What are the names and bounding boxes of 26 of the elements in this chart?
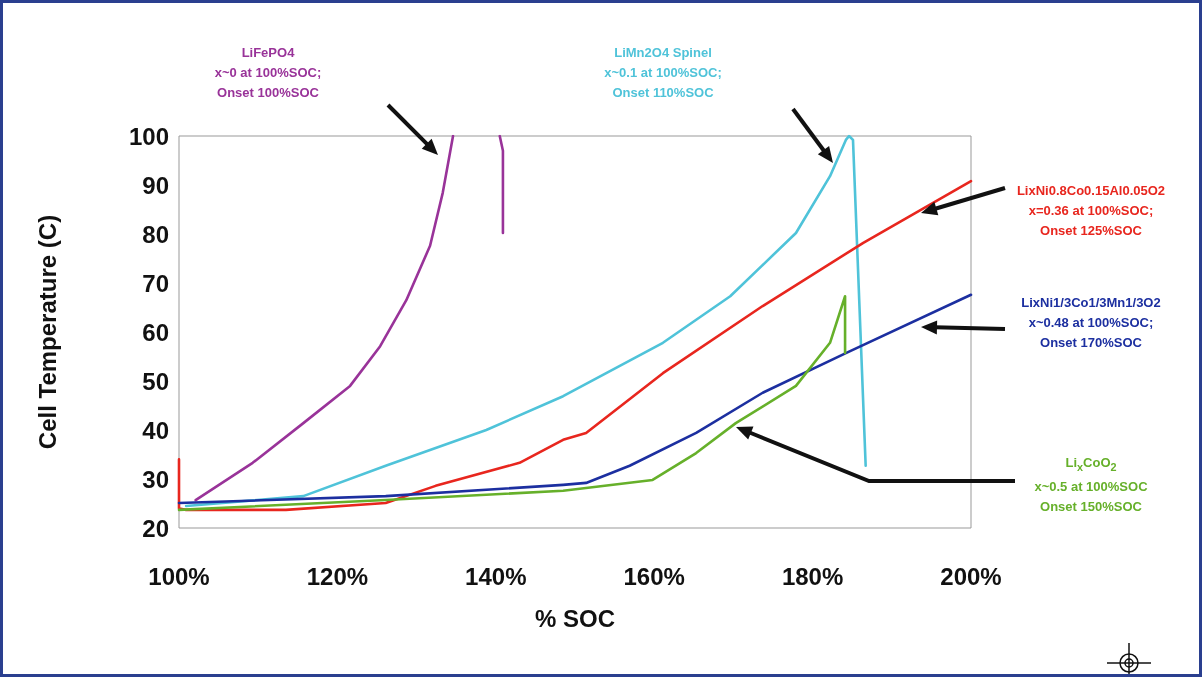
y-tick-label: 80 bbox=[142, 220, 169, 248]
y-tick-label: 90 bbox=[142, 171, 169, 199]
text: LiMn2O4 Spinel x~0.1 at 100%SOC; Onset 110%SOC bbox=[604, 44, 722, 102]
y-axis-title: Cell Temperature (C) bbox=[33, 214, 61, 450]
y-tick-label: 50 bbox=[142, 367, 169, 395]
x-tick-label: 180% bbox=[781, 562, 844, 590]
x-tick-label: 120% bbox=[306, 562, 369, 590]
text: LixNi0.8Co0.15Al0.05O2 x=0.36 at 100%SOC; Onset 125%SOC bbox=[1016, 182, 1166, 240]
y-tick-label: 70 bbox=[142, 269, 169, 297]
x-axis-title: % SOC bbox=[534, 604, 616, 632]
y-tick-label: 60 bbox=[142, 318, 169, 346]
x-tick-label: 200% bbox=[940, 562, 1002, 590]
y-tick-label: 100 bbox=[128, 122, 169, 150]
x-tick-label: 160% bbox=[623, 562, 685, 590]
x-tick-label: 100% bbox=[148, 562, 210, 590]
line-series bbox=[177, 294, 847, 512]
text: LixNi1/3Co1/3Mn1/3O2 x~0.48 at 100%SOC; Onset 170%SOC bbox=[1021, 294, 1161, 352]
line-series bbox=[184, 134, 867, 508]
text: LiFePO4 x~0 at 100%SOC; Onset 100%SOC bbox=[214, 44, 322, 102]
line-series bbox=[177, 179, 973, 512]
x-tick-label: 140% bbox=[465, 562, 527, 590]
text: Li$_{x}$CoO$_{2}$ x~0.5 at 100%SOC Onset 150%SOC bbox=[1034, 454, 1148, 516]
y-tick-label: 40 bbox=[142, 416, 169, 444]
y-tick-label: 20 bbox=[142, 514, 169, 542]
line-series bbox=[177, 293, 973, 505]
y-tick-label: 30 bbox=[142, 465, 169, 493]
